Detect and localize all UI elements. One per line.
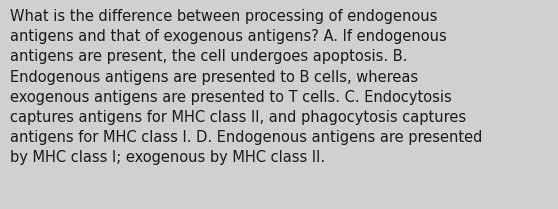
Text: What is the difference between processing of endogenous
antigens and that of exo: What is the difference between processin… (10, 9, 483, 165)
